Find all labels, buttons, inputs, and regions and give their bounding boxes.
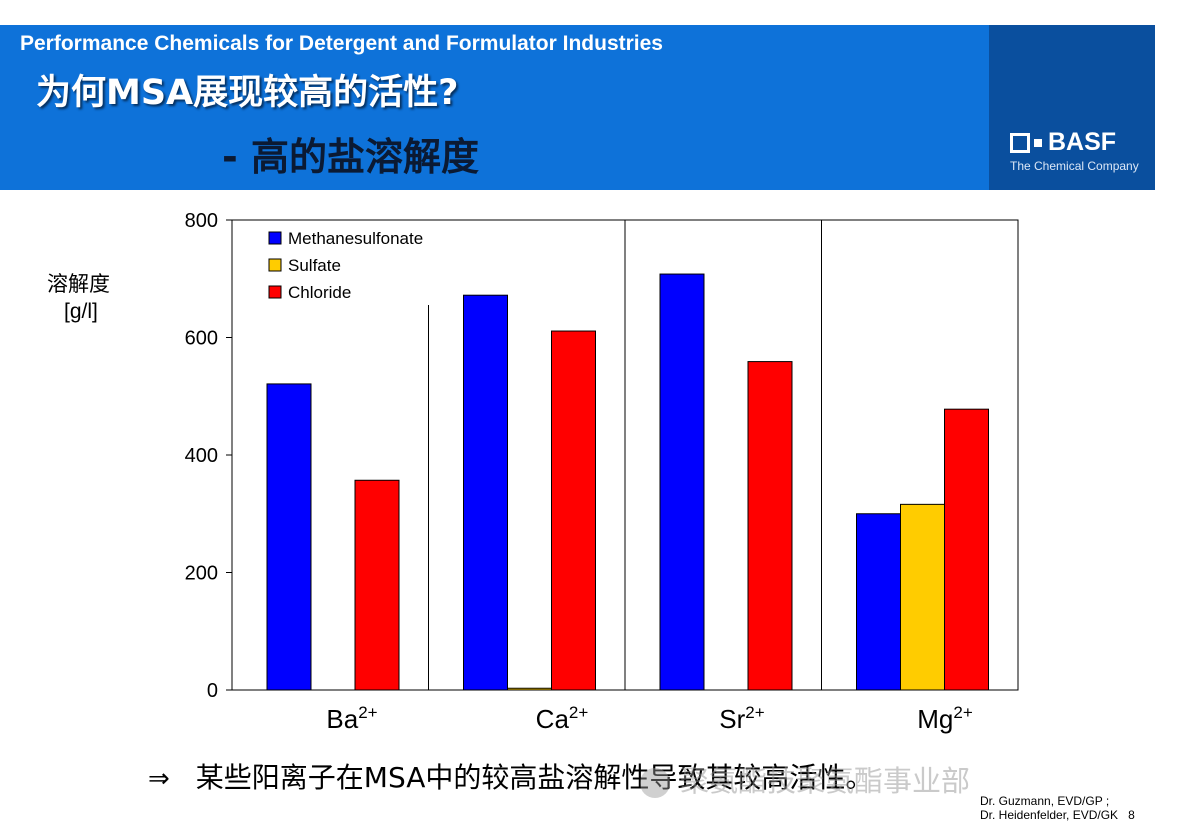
bar-chloride-ba (354, 479, 400, 691)
logo-dot-icon (1034, 138, 1042, 147)
legend-label: Methanesulfonate (288, 229, 423, 248)
implies-arrow-icon: ⇒ (148, 764, 170, 794)
legend-swatch (268, 258, 282, 272)
x-category-label: Ca2+ (536, 703, 589, 734)
logo-square-icon (1010, 132, 1030, 153)
conclusion-text: 某些阳离子在MSA中的较高盐溶解性导致其较高活性。 (195, 761, 874, 794)
legend-swatch (268, 285, 282, 299)
y-tick-label: 0 (207, 680, 218, 702)
legend-swatch (268, 231, 282, 245)
bar-methanesulfonate-mg (856, 513, 901, 691)
header-subtitle: Performance Chemicals for Detergent and … (20, 32, 663, 55)
y-tick-label: 600 (185, 328, 218, 350)
watermark-icon (640, 768, 670, 798)
bar-sulfate-ca (507, 687, 552, 691)
footer-author-2-text: Dr. Heidenfelder, EVD/GK (980, 808, 1119, 822)
slide-header (0, 25, 1155, 190)
y-axis-label: 溶解度 (47, 272, 110, 296)
footer-author-1: Dr. Guzmann, EVD/GP ; (980, 794, 1110, 808)
bar-chloride-ca (551, 330, 596, 691)
legend-label: Sulfate (288, 256, 341, 275)
x-category-label: Ba2+ (326, 703, 377, 734)
bar-chloride-sr (747, 361, 793, 691)
y-tick-label: 400 (185, 445, 218, 467)
bar-chloride-mg (944, 408, 989, 691)
y-tick-label: 800 (185, 210, 218, 232)
x-category-label: Mg2+ (917, 703, 973, 734)
footer-author-2: Dr. Heidenfelder, EVD/GK 8 (980, 808, 1135, 822)
bar-methanesulfonate-ba (266, 383, 312, 691)
top-white-strip (0, 0, 1186, 25)
brand-block (989, 25, 1155, 190)
bar-methanesulfonate-sr (659, 273, 705, 691)
conclusion-line: ⇒ 某些阳离子在MSA中的较高盐溶解性导致其较高活性。 (148, 756, 873, 796)
bar-sulfate-mg (900, 503, 945, 691)
watermark: 聚氨酯技聚氨酯事业部 (640, 758, 970, 800)
y-axis-unit: [g/l] (64, 300, 98, 323)
slide-subtitle: - 高的盐溶解度 (222, 135, 480, 179)
logo-text: BASF (1048, 128, 1117, 156)
watermark-text: 聚氨酯技聚氨酯事业部 (680, 764, 971, 798)
y-tick-label: 200 (185, 563, 218, 585)
legend-label: Chloride (288, 283, 351, 302)
slide-title: 为何MSA展现较高的活性? (36, 73, 459, 113)
x-category-label: Sr2+ (719, 703, 764, 734)
basf-logo: BASF (1010, 128, 1116, 157)
logo-tagline: The Chemical Company (1010, 159, 1139, 173)
bar-methanesulfonate-ca (463, 294, 508, 691)
right-white-strip (1155, 25, 1186, 190)
page-number: 8 (1128, 808, 1135, 822)
